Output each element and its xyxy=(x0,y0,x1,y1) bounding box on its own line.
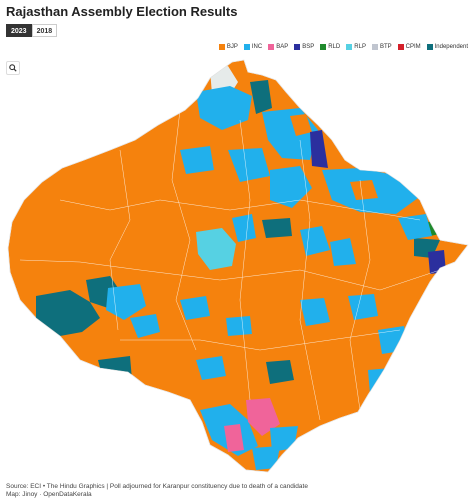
region-bap-2[interactable] xyxy=(224,424,244,452)
region-inc-jhalawar[interactable] xyxy=(368,368,392,394)
region-ind-barmer[interactable] xyxy=(36,290,100,336)
region-inc-jodhpur[interactable] xyxy=(232,214,256,242)
legend-label: RLD xyxy=(328,44,341,50)
region-inc-north[interactable] xyxy=(196,86,252,130)
region-inc-center-north[interactable] xyxy=(270,166,312,208)
swatch-bap xyxy=(268,44,275,50)
legend-item-cpim[interactable]: CPIM xyxy=(397,44,421,50)
year-tabs: 2023 2018 xyxy=(6,24,58,37)
region-bjp-northeast[interactable] xyxy=(290,114,312,136)
footer-credit: Map: Jinoy · OpenDataKerala xyxy=(6,491,92,498)
swatch-independent xyxy=(426,44,433,50)
legend-label: BSP xyxy=(302,44,315,50)
swatch-inc xyxy=(243,44,250,50)
page-title: Rajasthan Assembly Election Results xyxy=(6,4,238,19)
region-inc-banswara-2[interactable] xyxy=(252,446,280,470)
legend-item-bap[interactable]: BAP xyxy=(268,44,288,50)
legend-label: INC xyxy=(251,44,263,50)
region-inc-kota[interactable] xyxy=(378,326,408,354)
legend-item-bsp[interactable]: BSP xyxy=(294,44,314,50)
legend-label: BTP xyxy=(379,44,392,50)
region-ind-north[interactable] xyxy=(250,80,272,114)
legend-label: BAP xyxy=(276,44,289,50)
swatch-bjp xyxy=(218,44,225,50)
swatch-btp xyxy=(371,44,378,50)
legend-label: RLP xyxy=(354,44,366,50)
region-bsp-2[interactable] xyxy=(428,250,446,274)
footer: Source: ECI • The Hindu Graphics | Poll … xyxy=(6,483,308,499)
region-bap-1[interactable] xyxy=(246,398,280,436)
region-inc-sawai[interactable] xyxy=(348,294,378,320)
region-inc-pali[interactable] xyxy=(180,296,210,320)
region-inc-far-east[interactable] xyxy=(398,214,432,240)
legend-item-inc[interactable]: INC xyxy=(243,44,263,50)
region-ind-chittor[interactable] xyxy=(266,360,294,384)
rajasthan-constituency-map[interactable] xyxy=(0,55,474,480)
legend: BJP INC BAP BSP RLD RLP BTP CPIM Indepen… xyxy=(213,44,468,50)
legend-item-bjp[interactable]: BJP xyxy=(218,44,238,50)
legend-item-btp[interactable]: BTP xyxy=(371,44,392,50)
legend-item-independent[interactable]: Independent xyxy=(426,44,468,50)
legend-label: CPIM xyxy=(405,44,421,50)
tab-2023[interactable]: 2023 xyxy=(6,24,32,37)
region-ind-center[interactable] xyxy=(262,218,292,238)
region-bsp-1[interactable] xyxy=(310,130,328,168)
footer-source: Source: ECI • The Hindu Graphics | Poll … xyxy=(6,483,308,490)
region-inc-rajsamand[interactable] xyxy=(226,316,252,336)
region-rlp[interactable] xyxy=(196,228,236,270)
search-icon xyxy=(9,64,17,72)
region-inc-jaipur[interactable] xyxy=(300,226,330,256)
legend-item-rlp[interactable]: RLP xyxy=(346,44,366,50)
region-inc-tonk[interactable] xyxy=(300,298,330,326)
swatch-cpim xyxy=(397,44,404,50)
region-inc-jalore[interactable] xyxy=(130,314,160,338)
tab-2018[interactable]: 2018 xyxy=(31,24,58,37)
swatch-bsp xyxy=(294,44,301,50)
region-inc-center[interactable] xyxy=(228,148,270,182)
swatch-rlp xyxy=(346,44,353,50)
search-button[interactable] xyxy=(6,61,20,75)
region-inc-udaipur[interactable] xyxy=(196,356,226,380)
region-inc-jaipur-2[interactable] xyxy=(330,238,356,266)
legend-label: Independent xyxy=(434,44,468,50)
constituency-boundaries xyxy=(19,109,441,421)
region-bjp-east[interactable] xyxy=(350,180,378,200)
legend-label: BJP xyxy=(226,44,238,50)
swatch-rld xyxy=(320,44,327,50)
region-inc-west-center[interactable] xyxy=(180,146,214,174)
legend-item-rld[interactable]: RLD xyxy=(320,44,340,50)
